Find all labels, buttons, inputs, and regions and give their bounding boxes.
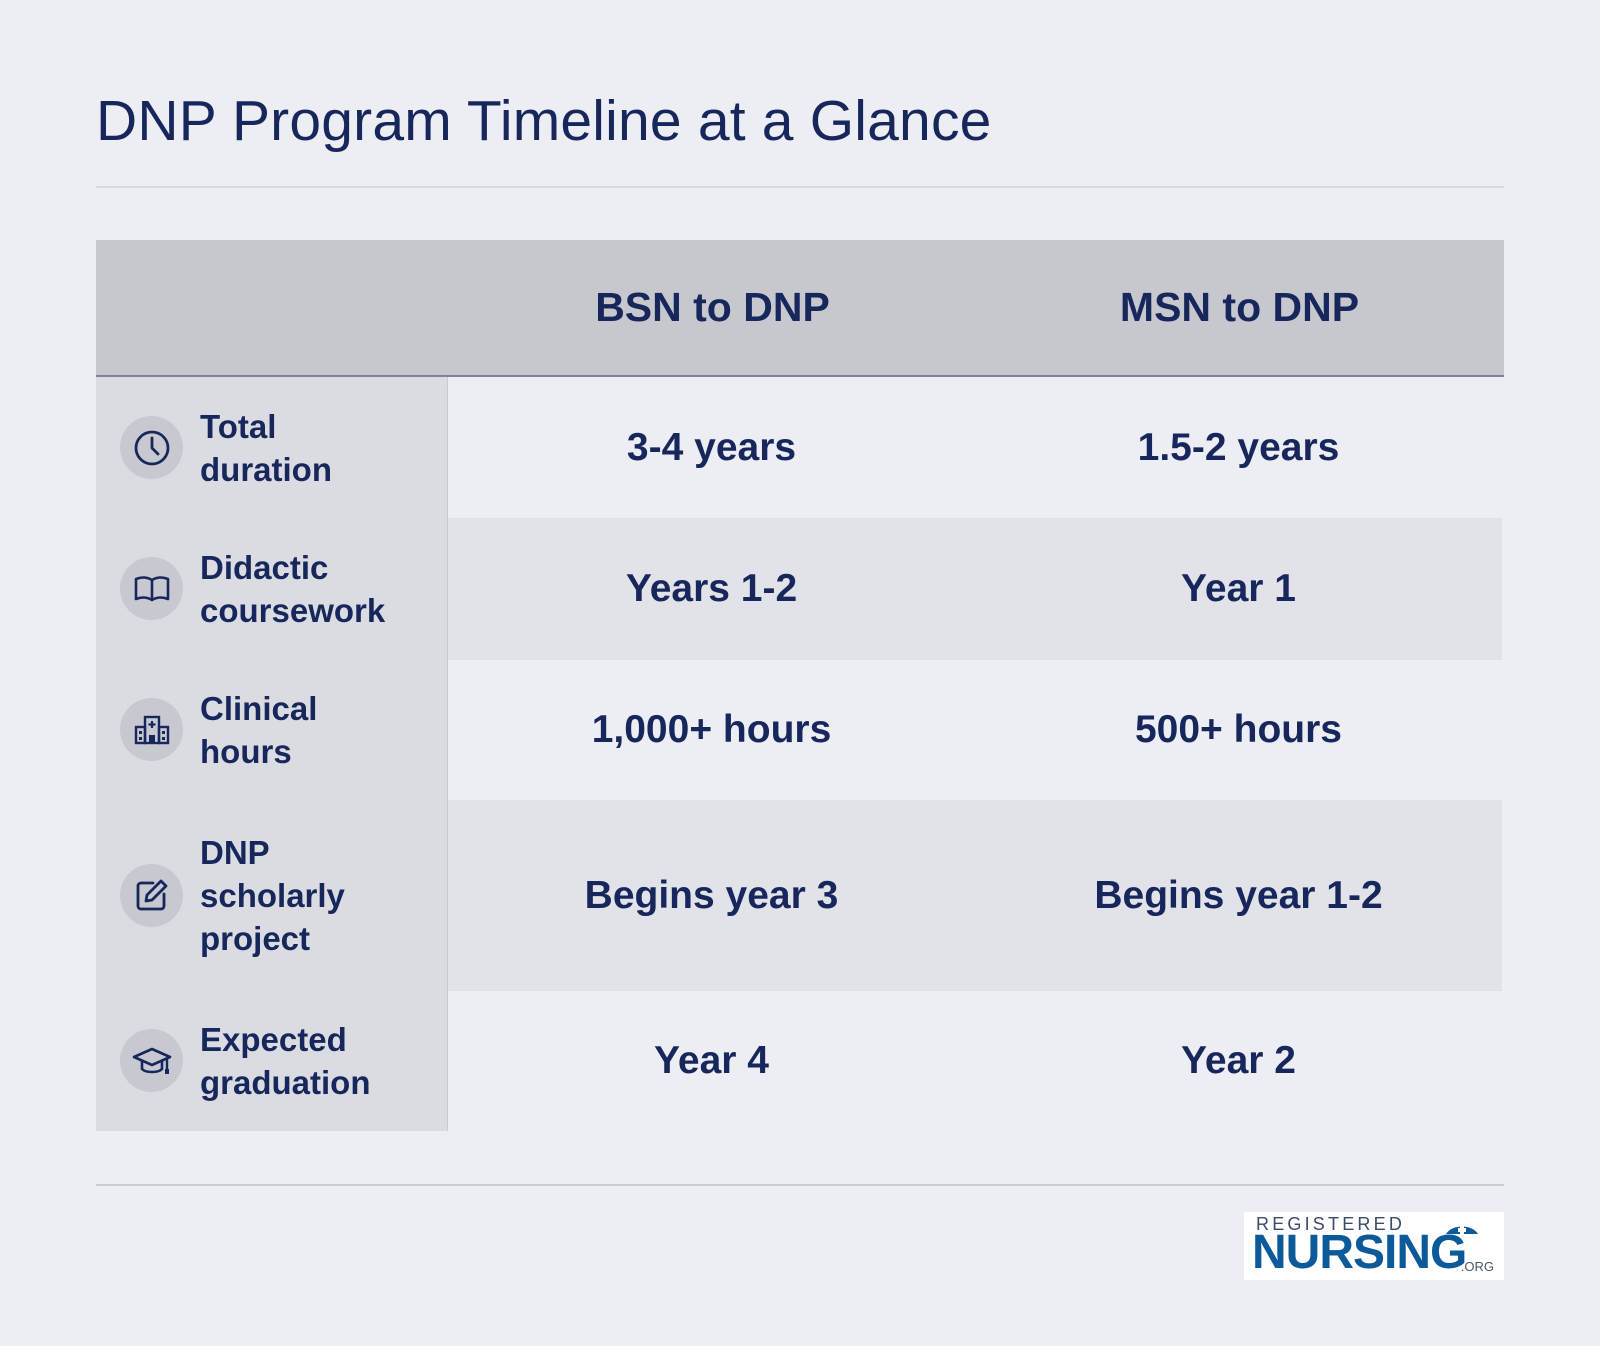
table-row-expected-graduation: Expected graduation Year 4 Year 2 [96,990,1504,1131]
footer-divider [96,1184,1504,1186]
cell-bsn-value: Begins year 3 [448,800,975,990]
logo-main-text: NURSING [1252,1226,1467,1279]
clock-icon [120,416,183,479]
cell-bsn-value: 1,000+ hours [448,659,975,800]
row-label: Didactic coursework [200,548,386,629]
timeline-table: BSN to DNP MSN to DNP Total duration 3-4… [96,240,1504,1131]
row-label: Clinical hours [200,689,318,770]
graduation-cap-icon [120,1029,183,1092]
row-label-cell: Expected graduation [96,990,448,1131]
table-row-didactic-coursework: Didactic coursework Years 1-2 Year 1 [96,518,1504,659]
edit-icon [120,863,183,927]
cell-bsn-value: Year 4 [448,990,975,1131]
row-label-cell: Clinical hours [96,659,448,800]
page-title: DNP Program Timeline at a Glance [96,89,992,153]
cell-msn-value: Year 2 [975,990,1502,1131]
header-blank-cell [96,240,449,375]
table-row-clinical-hours: Clinical hours 1,000+ hours 500+ hours [96,659,1504,800]
cell-bsn-value: Years 1-2 [448,518,975,659]
table-row-dnp-scholarly-project: DNP scholarly project Begins year 3 Begi… [96,800,1504,990]
row-label-cell: DNP scholarly project [96,800,448,990]
cell-bsn-value: 3-4 years [448,377,975,518]
cell-msn-value: 1.5-2 years [975,377,1502,518]
cell-msn-value: Begins year 1-2 [975,800,1502,990]
cell-msn-value: 500+ hours [975,659,1502,800]
logo-top-text: REGISTERED [1256,1214,1406,1234]
row-label: DNP scholarly project [200,833,345,957]
row-label: Expected graduation [200,1020,371,1101]
table-row-total-duration: Total duration 3-4 years 1.5-2 years [96,377,1504,518]
registered-nursing-logo: REGISTERED NURSING .ORG [1244,1212,1504,1280]
row-label-cell: Didactic coursework [96,518,448,659]
hospital-icon [120,698,183,761]
book-icon [120,557,183,620]
nurse-cap-icon [1446,1226,1478,1234]
logo-suffix: .ORG [1460,1259,1494,1274]
row-label: Total duration [200,407,332,488]
table-header: BSN to DNP MSN to DNP [96,240,1504,377]
cell-msn-value: Year 1 [975,518,1502,659]
header-msn-to-dnp: MSN to DNP [1119,284,1360,330]
header-bsn-to-dnp: BSN to DNP [595,284,830,330]
row-label-cell: Total duration [96,377,448,518]
title-divider [96,186,1504,188]
